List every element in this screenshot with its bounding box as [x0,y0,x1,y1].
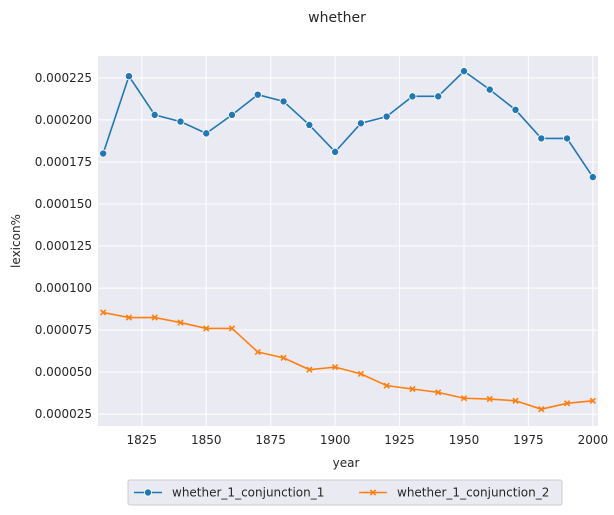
x-tick-label: 1875 [255,433,286,447]
data-point [434,92,443,101]
data-point [176,117,185,126]
gridlines [98,56,598,426]
legend-item-2: whether_1_conjunction_2 [359,486,549,500]
data-point [512,397,519,404]
plot-area [98,56,598,426]
data-point [435,389,442,396]
legend-marker [143,488,152,497]
y-tick-label: 0.000100 [35,281,92,295]
data-point [254,348,261,356]
data-point [253,90,262,99]
series-line [102,311,593,410]
data-point [563,400,571,407]
legend: whether_1_conjunction_1 whether_1_conjunc… [127,479,563,506]
x-tick-label: 1925 [384,433,415,447]
data-point [382,112,391,121]
series-layer [99,67,597,413]
series-1 [99,67,597,182]
y-tick-label: 0.000125 [35,239,92,253]
series-line [102,70,594,178]
legend-label: whether_1_conjunction_2 [397,486,549,500]
data-point [511,105,520,114]
y-tick-label: 0.000075 [35,323,92,337]
data-point [563,134,572,143]
y-tick-label: 0.000175 [35,155,92,169]
legend-marker [369,489,377,496]
y-tick-label: 0.000225 [35,71,92,85]
data-point [485,85,494,94]
data-point [177,319,184,326]
data-point [151,314,158,321]
y-tick-labels: 0.000025 0.000050 0.000075 0.000100 0.000125… [35,71,92,421]
data-point [331,363,339,371]
data-point [306,366,313,373]
x-tick-label: 1975 [513,433,544,447]
data-point [356,119,365,128]
data-point [99,309,107,316]
series-2 [99,309,597,413]
data-point [460,395,468,402]
data-point [202,129,211,138]
y-tick-label: 0.000025 [35,407,92,421]
data-point [408,92,417,101]
data-point [203,325,210,332]
data-point [486,395,493,403]
data-point [125,314,133,321]
y-axis-label: lexicon% [9,214,23,268]
data-point [279,97,288,106]
legend-label: whether_1_conjunction_1 [172,486,324,500]
data-point [124,72,133,81]
data-point [588,173,597,182]
data-point [589,397,597,404]
data-point [357,370,365,378]
x-tick-label: 1825 [127,433,158,447]
x-tick-label: 1900 [320,433,351,447]
data-point [305,120,314,129]
data-point [538,406,545,413]
data-point [228,325,236,332]
data-point [383,382,390,389]
data-point [537,134,546,143]
legend-frame [127,479,563,506]
y-tick-label: 0.000050 [35,365,92,379]
data-point [409,385,416,393]
data-point [228,110,237,119]
x-tick-label: 1850 [191,433,222,447]
data-point [459,67,468,76]
data-point [150,110,159,119]
data-point [331,147,340,156]
x-tick-label: 2000 [578,433,609,447]
data-point [99,149,108,158]
chart-title: whether [308,10,366,26]
legend-item-1: whether_1_conjunction_1 [134,486,324,500]
x-tick-label: 1950 [449,433,480,447]
data-point [280,354,287,362]
y-tick-label: 0.000200 [35,113,92,127]
x-axis-label: year [333,456,360,470]
x-tick-labels: 1825 1850 1875 1900 1925 1950 1975 2000 [127,433,609,447]
y-tick-label: 0.000150 [35,197,92,211]
